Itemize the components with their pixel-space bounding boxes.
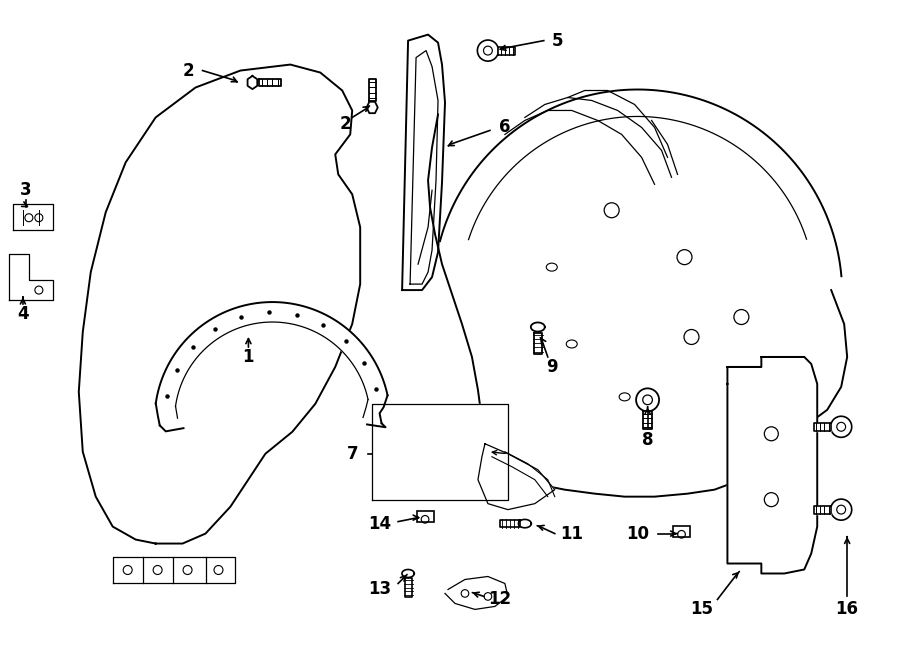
Polygon shape	[402, 34, 445, 290]
Text: 5: 5	[552, 32, 563, 50]
Polygon shape	[644, 411, 652, 430]
Text: 14: 14	[369, 514, 392, 533]
Text: 4: 4	[17, 305, 29, 323]
Text: 10: 10	[626, 524, 649, 543]
Polygon shape	[13, 205, 53, 230]
Polygon shape	[9, 254, 53, 300]
Polygon shape	[478, 444, 554, 510]
Text: 11: 11	[560, 524, 583, 543]
Polygon shape	[428, 89, 847, 496]
Circle shape	[831, 499, 851, 520]
Bar	[417, 511, 434, 522]
Text: 13: 13	[369, 581, 392, 598]
Text: 3: 3	[20, 181, 32, 199]
Polygon shape	[373, 404, 508, 500]
Text: 15: 15	[690, 600, 713, 618]
Circle shape	[831, 416, 851, 438]
Polygon shape	[531, 322, 544, 332]
Polygon shape	[79, 65, 360, 544]
Text: 8: 8	[642, 431, 653, 449]
Polygon shape	[814, 423, 831, 431]
Polygon shape	[259, 79, 281, 86]
Polygon shape	[534, 332, 542, 354]
Text: 16: 16	[836, 600, 859, 618]
Polygon shape	[727, 357, 817, 573]
Text: 1: 1	[243, 348, 254, 366]
Polygon shape	[445, 577, 508, 610]
Circle shape	[636, 389, 659, 411]
Polygon shape	[499, 46, 515, 54]
Text: 6: 6	[500, 118, 510, 136]
Text: 7: 7	[346, 445, 358, 463]
Polygon shape	[248, 76, 257, 89]
Polygon shape	[366, 102, 378, 113]
Polygon shape	[518, 520, 531, 528]
Text: 9: 9	[546, 358, 558, 376]
Polygon shape	[814, 506, 831, 514]
Text: 2: 2	[339, 115, 351, 134]
Text: 2: 2	[183, 62, 194, 79]
Bar	[673, 526, 690, 537]
Polygon shape	[112, 557, 236, 583]
Polygon shape	[405, 579, 411, 597]
Circle shape	[477, 40, 499, 61]
Polygon shape	[369, 79, 376, 101]
Polygon shape	[156, 302, 388, 406]
Polygon shape	[402, 569, 414, 577]
Polygon shape	[500, 520, 519, 527]
Text: 12: 12	[489, 591, 511, 608]
